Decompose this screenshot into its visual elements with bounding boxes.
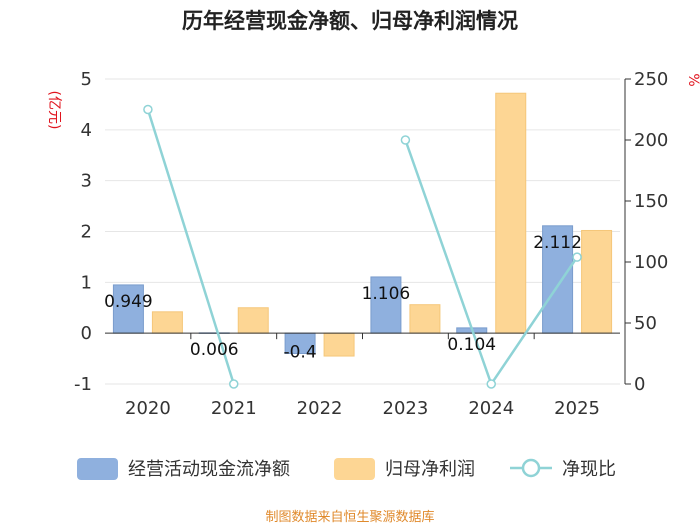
left-tick-label: 0: [81, 323, 92, 344]
profit-bar: [151, 311, 183, 334]
left-axis-ticks: 5 4 3 2 1 0 -1: [74, 69, 92, 395]
left-tick-label: 2: [81, 222, 92, 243]
data-labels: 0.949 0.006 -0.4 1.106 0.104 2.112: [104, 233, 582, 363]
left-tick-label: -1: [74, 374, 92, 395]
cashflow-data-label: 0.949: [104, 292, 153, 312]
left-tick-label: 5: [81, 69, 92, 90]
right-axis-ticks: 250 200 150 100 50 0: [624, 69, 668, 395]
right-tick-label: 100: [634, 252, 668, 273]
right-tick-label: 50: [634, 313, 657, 334]
left-tick-label: 4: [81, 120, 92, 141]
ratio-point: [486, 379, 496, 389]
right-tick-label: 200: [634, 130, 668, 151]
cashflow-data-label: 0.104: [447, 335, 496, 355]
profit-bar: [323, 332, 355, 357]
cashflow-data-label: -0.4: [283, 343, 316, 363]
profit-bar: [495, 92, 527, 334]
ratio-point: [229, 379, 239, 389]
ratio-point: [400, 135, 411, 145]
ratio-line-series: [143, 104, 582, 389]
cashflow-data-label: 1.106: [362, 284, 411, 304]
profit-bar: [409, 304, 441, 334]
legend-label-cashflow: 经营活动现金流净额: [128, 459, 290, 480]
left-tick-label: 1: [81, 272, 92, 293]
x-tick-label: 2025: [554, 398, 600, 419]
right-tick-label: 150: [634, 191, 668, 212]
legend: 经营活动现金流净额 归母净利润 净现比: [77, 458, 616, 480]
cashflow-bar: [370, 276, 402, 334]
x-tick-label: 2021: [211, 398, 257, 419]
x-tick-label: 2024: [468, 398, 514, 419]
legend-swatch-cashflow: [77, 458, 118, 480]
legend-label-ratio: 净现比: [562, 459, 616, 480]
ratio-point: [143, 104, 153, 115]
ratio-point: [572, 252, 582, 262]
left-axis-unit: (亿元): [46, 91, 62, 130]
chart-title: 历年经营现金净额、归母净利润情况: [182, 9, 518, 33]
right-tick-label: 0: [634, 374, 645, 395]
x-axis-ticks: 2020 2021 2022 2023 2024 2025: [125, 333, 600, 419]
right-tick-label: 250: [634, 69, 668, 90]
x-tick-label: 2022: [297, 398, 343, 419]
profit-bar: [581, 229, 613, 334]
legend-swatch-profit: [334, 458, 375, 480]
x-tick-label: 2020: [125, 398, 171, 419]
source-note: 制图数据来自恒生聚源数据库: [265, 509, 434, 525]
right-axis-unit: %: [685, 73, 700, 86]
gridlines: [105, 78, 620, 385]
cashflow-bar: [542, 225, 574, 334]
profit-bar: [237, 307, 269, 334]
cashflow-bar: [112, 284, 144, 334]
ratio-line-segment: [146, 109, 235, 385]
cashflow-data-label: 0.006: [190, 340, 239, 360]
left-tick-label: 3: [81, 171, 92, 192]
cashflow-data-label: 2.112: [533, 233, 582, 253]
legend-swatch-ratio-marker: [521, 458, 541, 478]
x-tick-label: 2023: [383, 398, 429, 419]
legend-label-profit: 归母净利润: [385, 459, 475, 480]
bars: [112, 92, 613, 357]
